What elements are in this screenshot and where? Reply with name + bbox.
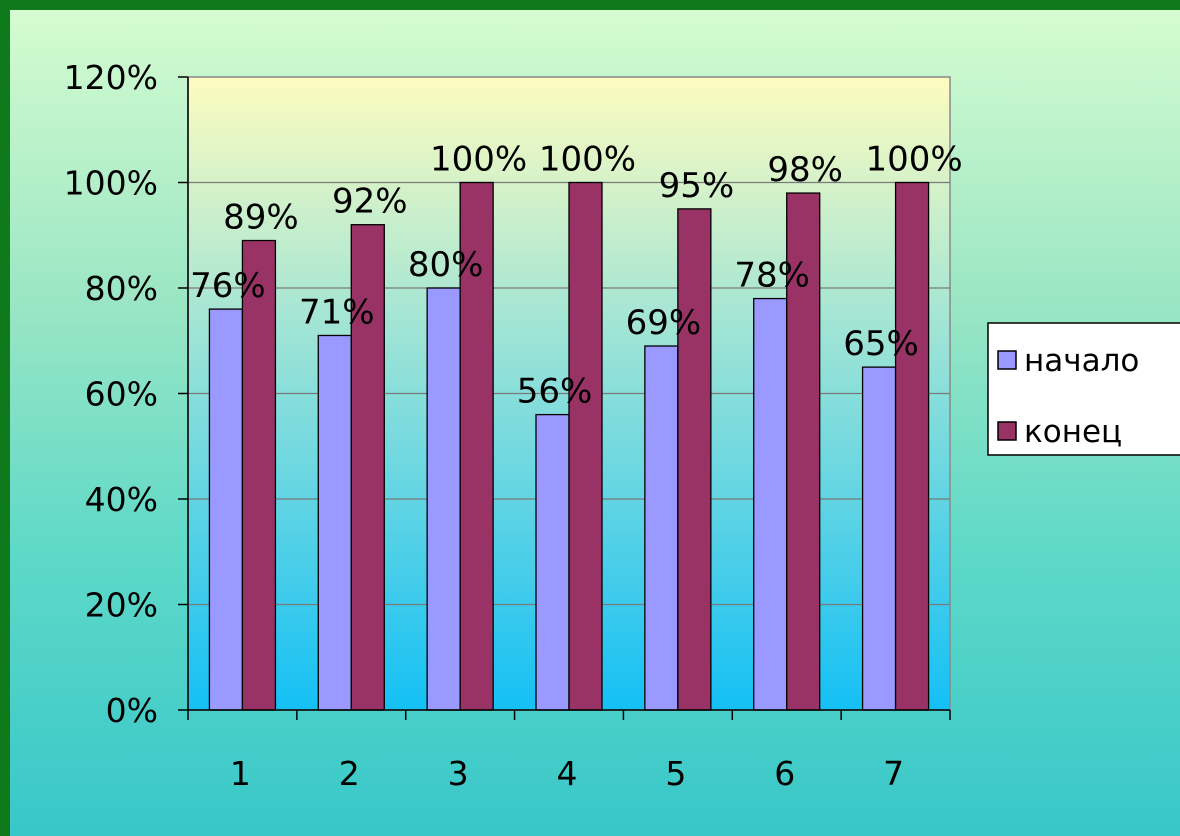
bar-konets <box>350 224 385 711</box>
x-tick-label: 6 <box>774 754 795 793</box>
data-label: 89% <box>223 198 299 238</box>
x-tick-label: 1 <box>230 754 251 793</box>
bar-konets <box>894 181 930 711</box>
y-tick-label: 0% <box>106 691 158 730</box>
data-label: 69% <box>626 303 702 343</box>
bar-nachalo <box>535 413 570 711</box>
legend-swatch-nachalo <box>997 350 1017 370</box>
x-tick-label: 2 <box>339 754 360 793</box>
x-tick-label: 5 <box>665 754 686 793</box>
bar-konets <box>459 181 494 711</box>
legend: начало конец <box>987 322 1180 456</box>
y-tick-label: 80% <box>85 269 158 308</box>
data-label: 100% <box>539 140 636 180</box>
data-label: 100% <box>430 140 527 180</box>
data-label: 56% <box>517 372 593 412</box>
data-label: 92% <box>332 182 408 222</box>
bar-konets <box>677 208 712 711</box>
data-label: 80% <box>408 245 484 285</box>
data-label: 71% <box>299 292 375 332</box>
bar-nachalo <box>644 345 679 711</box>
data-label: 100% <box>865 140 962 180</box>
bar-nachalo <box>861 366 897 711</box>
bar-konets <box>241 239 277 711</box>
legend-swatch-konets <box>997 421 1017 441</box>
data-label: 98% <box>767 150 843 190</box>
legend-box <box>987 322 1180 456</box>
x-tick-label: 3 <box>448 754 469 793</box>
legend-label-konets: конец <box>1024 414 1122 450</box>
bar-konets <box>568 181 603 711</box>
y-tick-label: 100% <box>64 164 158 203</box>
data-label: 95% <box>659 166 735 206</box>
bar-nachalo <box>208 308 244 711</box>
y-tick-label: 20% <box>85 586 158 625</box>
bar-nachalo <box>426 287 461 711</box>
bar-nachalo <box>753 297 788 711</box>
data-label: 65% <box>843 324 919 364</box>
y-tick-label: 60% <box>85 375 158 414</box>
bar-series <box>208 181 930 711</box>
x-tick-label: 7 <box>883 754 904 793</box>
y-tick-label: 120% <box>64 58 158 97</box>
y-tick-label: 40% <box>85 480 158 519</box>
data-label: 78% <box>734 256 810 296</box>
legend-label-nachalo: начало <box>1024 343 1139 379</box>
bar-nachalo <box>317 334 352 711</box>
bar-konets <box>786 192 821 711</box>
x-tick-label: 4 <box>557 754 578 793</box>
data-label: 76% <box>190 266 266 306</box>
data-labels: 76% 71% 80% 56% 69% 78% 65% 89% 92% 100% 100% 95% 98… <box>190 140 963 412</box>
axes: 0% 20% 40% 60% 80% 100% 120% 1 2 3 4 5 6 7 <box>64 58 951 793</box>
